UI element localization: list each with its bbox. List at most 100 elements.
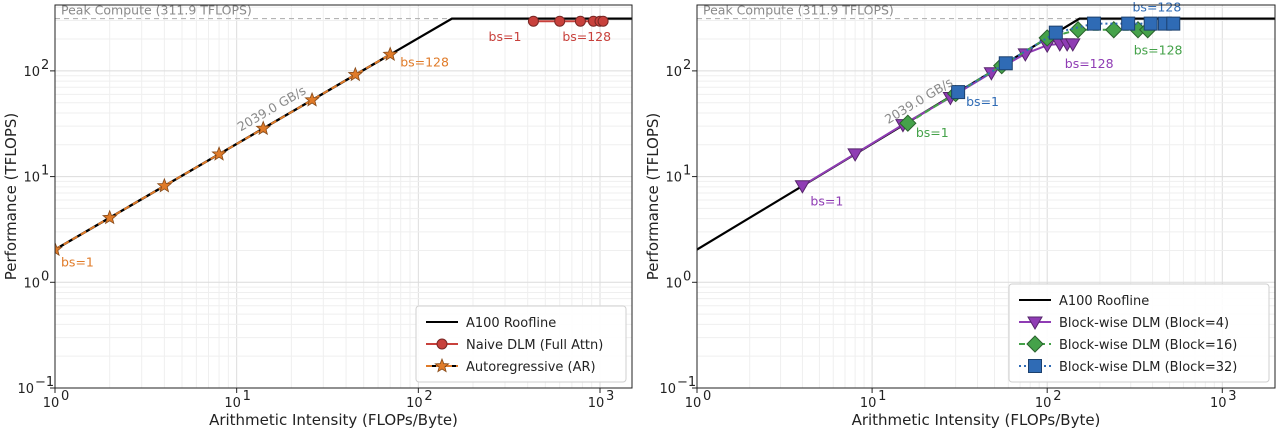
y-axis-label: Performance (TFLOPS) bbox=[644, 113, 662, 281]
y-tick-label: 10 bbox=[665, 171, 682, 186]
x-tick-exponent: 2 bbox=[1053, 389, 1061, 404]
chart-panel-2: Peak Compute (311.9 TFLOPS)2039.0 GB/sbs… bbox=[644, 0, 1276, 429]
legend: A100 Roofline Block-wise DLM (Block=4) Blo… bbox=[1008, 283, 1270, 383]
roofline-line bbox=[697, 17, 1275, 251]
data-point bbox=[1166, 16, 1181, 31]
y-axis-label: Performance (TFLOPS) bbox=[2, 113, 20, 281]
plot-frame bbox=[696, 4, 1276, 389]
series-autoregressive-ar bbox=[55, 46, 398, 257]
legend-marker bbox=[1027, 316, 1043, 330]
y-tick-label: 10 bbox=[23, 276, 40, 291]
y-tick-exponent: 2 bbox=[41, 58, 49, 73]
data-point bbox=[101, 209, 118, 225]
y-tick-label: 10 bbox=[23, 171, 40, 186]
y-tick-exponent: −1 bbox=[677, 375, 696, 390]
bs-annotation: bs=128 bbox=[1134, 43, 1183, 58]
bs-annotation: bs=128 bbox=[562, 29, 611, 44]
data-point bbox=[527, 15, 539, 27]
plot-frame bbox=[54, 4, 633, 389]
bs-annotation: bs=128 bbox=[400, 54, 449, 69]
chart-panel-1: Peak Compute (311.9 TFLOPS)2039.0 GB/sbs… bbox=[2, 3, 633, 429]
legend-box bbox=[1008, 283, 1270, 383]
legend-label: A100 Roofline bbox=[1059, 294, 1149, 309]
legend-marker bbox=[1028, 359, 1042, 373]
y-tick-label: 10 bbox=[23, 65, 40, 80]
series-block-wise-dlm-block-32 bbox=[951, 16, 1181, 100]
plot-area bbox=[55, 15, 632, 257]
x-axis-label: Arithmetic Intensity (FLOPs/Byte) bbox=[852, 411, 1101, 429]
y-tick-exponent: 1 bbox=[683, 164, 691, 179]
bs-annotation: bs=128 bbox=[1065, 56, 1114, 71]
data-point bbox=[847, 148, 863, 162]
x-tick-label: 10 bbox=[588, 396, 605, 411]
y-tick-label: 10 bbox=[665, 65, 682, 80]
bs-annotation: bs=1 bbox=[61, 255, 94, 270]
data-point bbox=[597, 15, 609, 27]
data-point bbox=[951, 85, 966, 100]
legend-label: Autoregressive (AR) bbox=[466, 360, 596, 375]
y-tick-exponent: 0 bbox=[41, 269, 49, 284]
legend-marker bbox=[436, 338, 448, 350]
legend-label: Block-wise DLM (Block=32) bbox=[1059, 360, 1237, 375]
x-tick-exponent: 0 bbox=[703, 389, 711, 404]
x-tick-label: 10 bbox=[43, 396, 60, 411]
x-tick-label: 10 bbox=[860, 396, 877, 411]
peak-compute-label: Peak Compute (311.9 TFLOPS) bbox=[61, 3, 252, 18]
data-point bbox=[1048, 25, 1063, 40]
plot-area bbox=[697, 16, 1275, 251]
series-line bbox=[801, 42, 1073, 187]
series-line bbox=[957, 22, 1174, 93]
x-tick-exponent: 1 bbox=[243, 389, 251, 404]
legend-box bbox=[415, 305, 627, 383]
peak-compute-label: Peak Compute (311.9 TFLOPS) bbox=[703, 3, 894, 18]
data-point bbox=[794, 180, 811, 194]
data-point bbox=[574, 15, 586, 27]
x-tick-label: 10 bbox=[406, 396, 423, 411]
data-point bbox=[255, 120, 271, 136]
series-block-wise-dlm-block-4 bbox=[794, 38, 1081, 194]
x-tick-exponent: 3 bbox=[606, 389, 614, 404]
x-tick-label: 10 bbox=[224, 396, 241, 411]
data-point bbox=[998, 56, 1013, 71]
x-tick-exponent: 1 bbox=[878, 389, 886, 404]
legend-label: Block-wise DLM (Block=4) bbox=[1059, 316, 1229, 331]
legend-label: Naive DLM (Full Attn) bbox=[466, 338, 603, 353]
x-axis-label: Arithmetic Intensity (FLOPs/Byte) bbox=[209, 411, 458, 429]
data-point bbox=[1143, 16, 1158, 31]
data-point bbox=[899, 114, 917, 132]
y-tick-exponent: 2 bbox=[683, 58, 691, 73]
data-point bbox=[554, 15, 566, 27]
series-block-wise-dlm-block-16 bbox=[899, 21, 1157, 132]
x-tick-label: 10 bbox=[685, 396, 702, 411]
y-tick-label: 10 bbox=[659, 382, 676, 397]
legend-label: A100 Roofline bbox=[466, 316, 556, 331]
data-point bbox=[1064, 38, 1081, 52]
x-tick-exponent: 2 bbox=[424, 389, 432, 404]
series-naive-dlm-full-attn bbox=[527, 15, 609, 27]
legend-marker bbox=[434, 357, 450, 373]
y-tick-label: 10 bbox=[665, 276, 682, 291]
data-point bbox=[55, 241, 63, 257]
data-point bbox=[304, 91, 320, 107]
legend-marker bbox=[1026, 335, 1044, 353]
bs-annotation: bs=1 bbox=[489, 29, 522, 44]
y-tick-label: 10 bbox=[17, 382, 34, 397]
data-point bbox=[382, 46, 398, 62]
data-point bbox=[156, 177, 173, 193]
bs-annotation: bs=1 bbox=[966, 94, 999, 109]
data-point bbox=[1017, 48, 1034, 62]
x-tick-exponent: 3 bbox=[1228, 389, 1236, 404]
series-line bbox=[55, 53, 391, 251]
bs-annotation: bs=1 bbox=[916, 125, 949, 140]
y-tick-exponent: −1 bbox=[35, 375, 54, 390]
bs-annotation: bs=128 bbox=[1133, 0, 1182, 15]
data-point bbox=[347, 66, 364, 82]
x-tick-exponent: 0 bbox=[61, 389, 69, 404]
data-point bbox=[1105, 21, 1123, 39]
y-tick-exponent: 1 bbox=[41, 164, 49, 179]
legend: A100 Roofline Naive DLM (Full Attn) Autore… bbox=[415, 305, 627, 383]
bs-annotation: bs=1 bbox=[810, 194, 843, 209]
x-tick-label: 10 bbox=[1035, 396, 1052, 411]
y-tick-exponent: 0 bbox=[683, 269, 691, 284]
